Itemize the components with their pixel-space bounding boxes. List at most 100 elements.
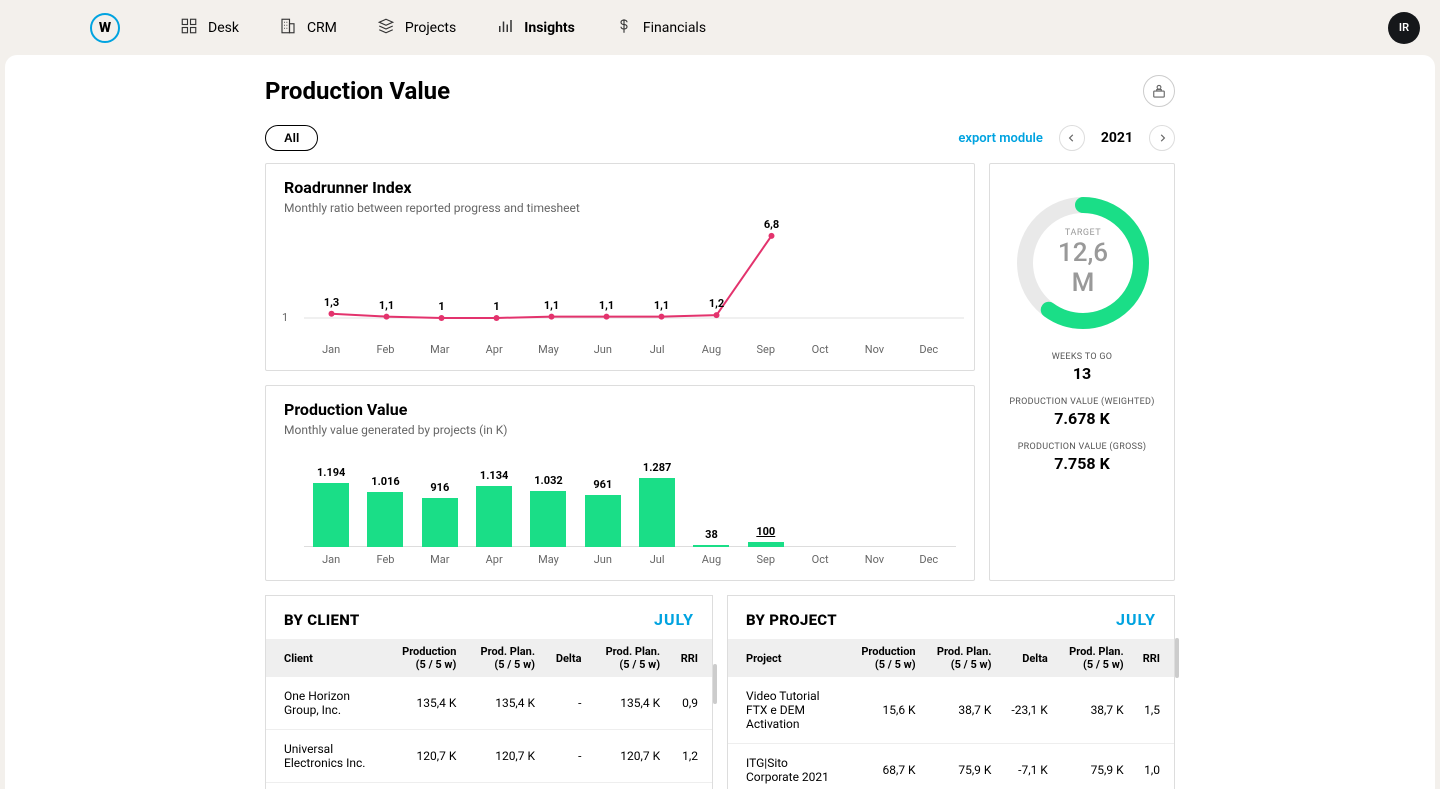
bar: [422, 498, 458, 547]
column-header: Prod. Plan.(5 / 5 w): [589, 639, 668, 677]
cell: 1,2: [668, 730, 712, 783]
bar-sep: 100: [739, 525, 793, 547]
cell: 88,4 K: [589, 783, 668, 789]
month-label: Nov: [847, 343, 901, 356]
bar-oct: [793, 543, 847, 547]
month-label: Oct: [793, 553, 847, 566]
bar-jan: 1.194: [304, 466, 358, 547]
cell: 135,4 K: [386, 677, 464, 730]
point-label: 1,1: [379, 299, 394, 312]
by-client-month: JULY: [654, 610, 694, 629]
point-label: 1,1: [654, 299, 669, 312]
column-header: Client: [266, 639, 386, 677]
by-client-title: BY CLIENT: [284, 611, 360, 629]
cell: 38,7 K: [1056, 677, 1132, 744]
point-label: 1,2: [709, 297, 724, 310]
table-row[interactable]: WisdomTree Korea Hedged Equity Fund88,4 …: [266, 783, 712, 789]
month-label: Aug: [684, 553, 738, 566]
bar-feb: 1.016: [358, 475, 412, 547]
roadrunner-axis: JanFebMarAprMayJunJulAugSepOctNovDec: [304, 343, 956, 356]
month-label: May: [521, 553, 575, 566]
month-label: Dec: [902, 343, 956, 356]
bar-apr: 1.134: [467, 469, 521, 547]
bar-value-label: 38: [705, 528, 718, 541]
cell: -23,1 K: [999, 677, 1055, 744]
roadrunner-chart: 1 1,31,1111,11,11,11,26,8: [284, 223, 956, 343]
column-header: Prod. Plan.(5 / 5 w): [924, 639, 1000, 677]
scrollbar-thumb[interactable]: [1175, 638, 1179, 678]
bar-value-label: 1.134: [480, 469, 508, 482]
by-project-title: BY PROJECT: [746, 611, 837, 629]
table-row[interactable]: ITG|Sito Corporate 202168,7 K75,9 K-7,1 …: [728, 744, 1174, 789]
cell: One Horizon Group, Inc.: [266, 677, 386, 730]
column-header: Prod. Plan.(5 / 5 w): [1056, 639, 1132, 677]
month-label: Sep: [739, 553, 793, 566]
bar-value-label: 961: [593, 478, 612, 491]
nav-item-desk[interactable]: Desk: [180, 17, 239, 39]
export-module-link[interactable]: export module: [958, 131, 1042, 146]
nav-label: Financials: [643, 20, 706, 36]
prev-year-button[interactable]: [1059, 125, 1085, 151]
column-header: RRI: [1132, 639, 1174, 677]
cell: 15,6 K: [848, 677, 924, 744]
cell: -7,1 K: [999, 744, 1055, 789]
bar: [476, 486, 512, 547]
bar-jul: 1.287: [630, 461, 684, 547]
month-label: Oct: [793, 343, 847, 356]
point-label: 6,8: [764, 218, 779, 231]
table-row[interactable]: Universal Electronics Inc.120,7 K120,7 K…: [266, 730, 712, 783]
bar-value-label: 100: [756, 525, 775, 538]
table-row[interactable]: Video Tutorial FTX e DEM Activation15,6 …: [728, 677, 1174, 744]
top-nav: Desk CRM Projects Insights Financials: [180, 17, 706, 39]
nav-item-financials[interactable]: Financials: [615, 17, 706, 39]
month-label: Jan: [304, 553, 358, 566]
weeks-label: WEEKS TO GO: [1008, 352, 1156, 362]
pv-chart: 1.1941.0169161.1341.0329611.28738100: [304, 447, 956, 547]
production-value-card: Production Value Monthly value generated…: [265, 385, 975, 581]
point-label: 1,1: [544, 299, 559, 312]
cell: Universal Electronics Inc.: [266, 730, 386, 783]
bar: [639, 478, 675, 547]
column-header: Prod. Plan.(5 / 5 w): [464, 639, 543, 677]
cell: -: [543, 677, 589, 730]
point-label: 1: [493, 300, 499, 313]
building-icon: [279, 17, 297, 39]
bar-may: 1.032: [521, 474, 575, 547]
pv-subtitle: Monthly value generated by projects (in …: [284, 423, 956, 437]
cell: 0,9: [668, 677, 712, 730]
bar: [313, 483, 349, 547]
cell: 88,4 K: [386, 783, 464, 789]
target-label: TARGET: [1046, 228, 1121, 238]
nav-label: Desk: [208, 20, 239, 36]
bar-dec: [902, 543, 956, 547]
cell: -: [543, 783, 589, 789]
roadrunner-card: Roadrunner Index Monthly ratio between r…: [265, 163, 975, 371]
cell: 120,7 K: [589, 730, 668, 783]
month-label: Apr: [467, 343, 521, 356]
roadrunner-title: Roadrunner Index: [284, 178, 956, 197]
column-header: Production(5 / 5 w): [386, 639, 464, 677]
bar-jun: 961: [576, 478, 630, 547]
pv-axis: JanFebMarAprMayJunJulAugSepOctNovDec: [304, 553, 956, 566]
stack-icon: [377, 17, 395, 39]
by-project-card: BY PROJECT JULY ProjectProduction(5 / 5 …: [727, 595, 1175, 789]
by-project-table: ProjectProduction(5 / 5 w)Prod. Plan.(5 …: [728, 639, 1174, 789]
avatar[interactable]: IR: [1388, 12, 1420, 44]
by-project-month: JULY: [1116, 610, 1156, 629]
cell: 75,9 K: [924, 744, 1000, 789]
filter-all-button[interactable]: All: [265, 125, 318, 151]
logo[interactable]: W: [90, 13, 120, 43]
nav-item-crm[interactable]: CRM: [279, 17, 337, 39]
kpi-card: TARGET 12,6 M WEEKS TO GO 13 PRODUCTION …: [989, 163, 1175, 581]
nav-item-insights[interactable]: Insights: [496, 17, 575, 39]
nav-item-projects[interactable]: Projects: [377, 17, 456, 39]
next-year-button[interactable]: [1149, 125, 1175, 151]
cell: Video Tutorial FTX e DEM Activation: [728, 677, 848, 744]
month-label: Mar: [413, 553, 467, 566]
month-label: Sep: [739, 343, 793, 356]
year-label: 2021: [1101, 130, 1133, 146]
scrollbar-thumb[interactable]: [713, 664, 717, 704]
cell: 1,5: [1132, 677, 1174, 744]
table-row[interactable]: One Horizon Group, Inc.135,4 K135,4 K-13…: [266, 677, 712, 730]
briefcase-icon[interactable]: [1143, 75, 1175, 107]
